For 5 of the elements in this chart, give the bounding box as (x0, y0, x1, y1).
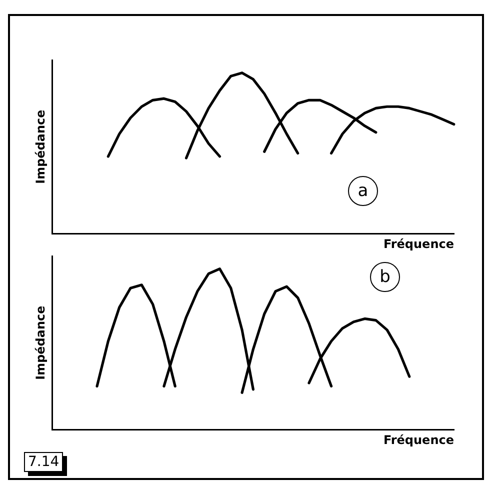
x-axis-title: Fréquence (383, 236, 454, 251)
y-axis-title: Impédance (33, 306, 48, 380)
x-axis-title: Fréquence (383, 432, 454, 447)
text: 7.14 (24, 452, 64, 472)
y-axis-title: Impédance (33, 110, 48, 184)
